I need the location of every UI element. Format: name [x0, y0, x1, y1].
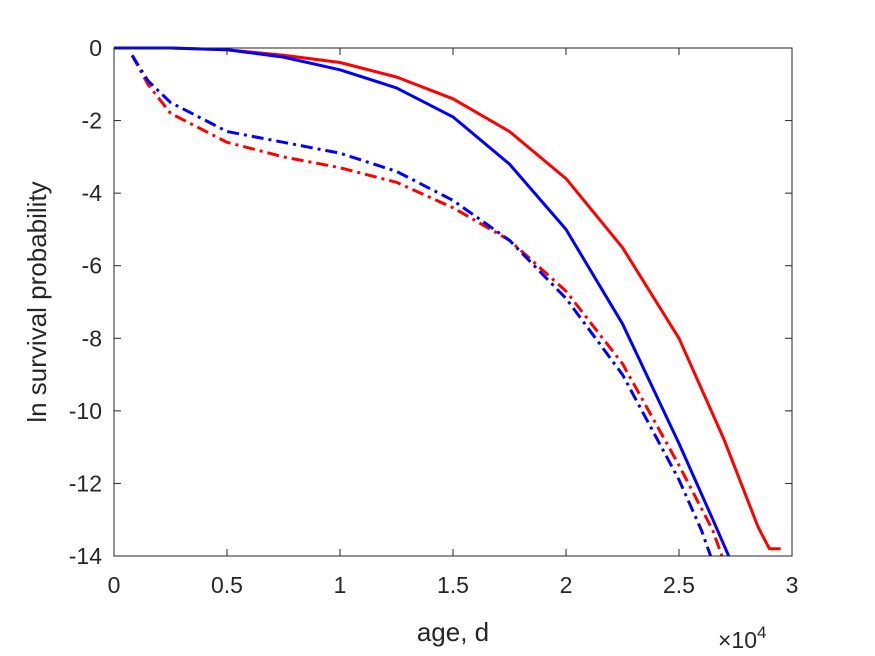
y-tick-label: -6	[82, 253, 102, 279]
y-tick-label: 0	[89, 35, 102, 61]
x-axis-ticks: 0 0.5 1 1.5 2 2.5 3	[108, 48, 799, 598]
y-axis-label: ln survival probability	[22, 181, 52, 422]
y-tick-label: -14	[69, 543, 102, 569]
x-axis-multiplier: ×104	[718, 623, 766, 653]
series-line-3	[130, 54, 724, 557]
y-tick-label: -8	[82, 325, 102, 351]
x-tick-label: 1.5	[437, 572, 469, 598]
x-axis-multiplier-base: ×10	[718, 627, 757, 653]
x-tick-label: 0	[108, 572, 121, 598]
x-axis-multiplier-exponent: 4	[757, 623, 766, 642]
y-tick-label: -4	[82, 180, 103, 206]
x-tick-label: 3	[786, 572, 799, 598]
series-line-4	[130, 54, 713, 557]
x-tick-label: 0.5	[211, 572, 243, 598]
y-tick-label: -2	[82, 108, 102, 134]
x-tick-label: 2.5	[663, 572, 695, 598]
x-axis-label: age, d	[417, 617, 489, 647]
y-tick-label: -10	[69, 398, 102, 424]
y-axis-ticks: 0 -2 -4 -6 -8 -10 -12 -14	[69, 35, 792, 569]
y-tick-label: -12	[69, 470, 102, 496]
x-tick-label: 1	[334, 572, 347, 598]
x-tick-label: 2	[560, 572, 573, 598]
